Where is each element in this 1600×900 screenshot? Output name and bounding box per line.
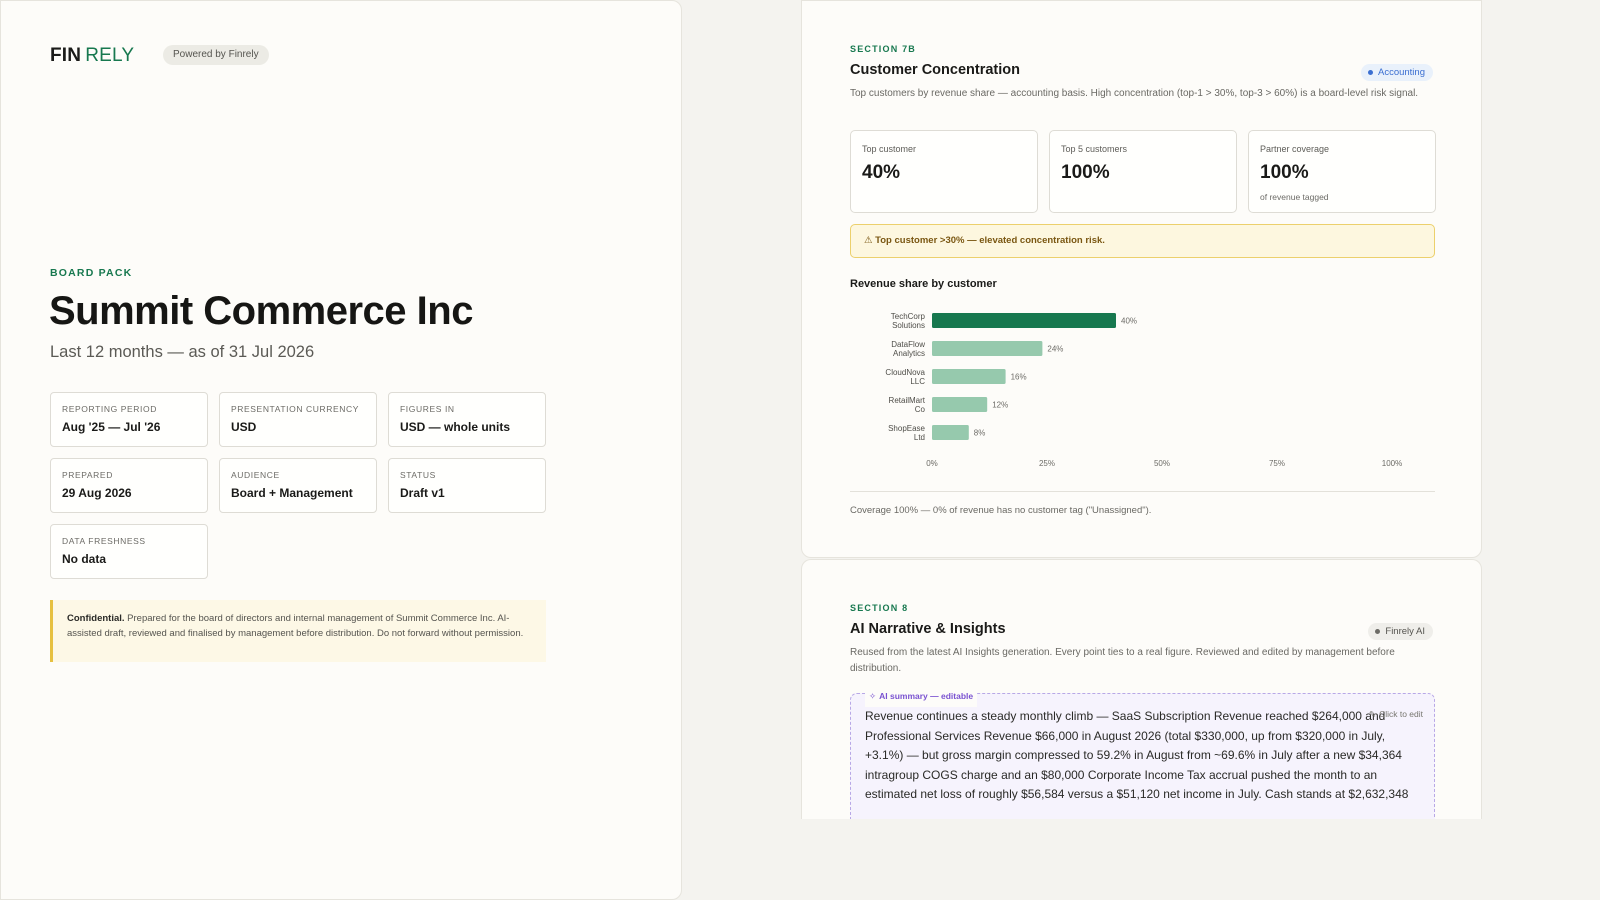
chart-title: Revenue share by customer [850,278,997,290]
meta-value: No data [62,552,107,566]
click-to-edit-label: Click to edit [1379,709,1423,719]
kpi-label: Top 5 customers [1061,144,1128,154]
brand-logo: FIN RELY [50,45,134,67]
meta-card-figures-in: FIGURES IN USD — whole units [388,392,546,447]
meta-label: PRESENTATION CURRENCY [231,404,359,414]
brand-logo-fin: FIN [50,45,82,66]
meta-card-prepared: PREPARED 29 Aug 2026 [50,458,208,513]
section-eyebrow: SECTION 8 [850,603,909,613]
accounting-badge: Accounting [1360,64,1433,81]
meta-grid: REPORTING PERIOD Aug '25 — Jul '26 PRESE… [50,392,546,579]
meta-value: Board + Management [231,486,353,500]
ai-summary-editor[interactable]: ✧ AI summary — editable ✎ Click to edit … [850,687,1435,819]
meta-label: STATUS [400,470,436,480]
kpi-note: of revenue tagged [1260,192,1329,202]
x-tick-label: 25% [1039,459,1055,468]
section-title: Customer Concentration [850,62,1020,78]
page-subtitle: Last 12 months — as of 31 Jul 2026 [50,343,315,361]
kpi-card-top-customer: Top customer 40% [850,130,1038,213]
revenue-share-chart: TechCorp Solutions 40% DataFlow Analytics 24%… [885,312,1402,468]
bar [932,341,1043,356]
category-label: CloudNova LLC [885,368,925,386]
meta-value: USD — whole units [400,420,511,434]
meta-card-presentation-currency: PRESENTATION CURRENCY USD [219,392,377,447]
bar [932,397,988,412]
cover-eyebrow: BOARD PACK [50,267,133,279]
kpi-row: Top customer 40% Top 5 customers 100% Pa… [850,130,1436,213]
kpi-label: Top customer [862,144,917,154]
bar-value-label: 12% [992,401,1008,410]
section-7b-page: SECTION 7B Customer Concentration Top cu… [801,0,1482,558]
section-title: AI Narrative & Insights [850,621,1006,637]
concentration-warning: ⚠ Top customer >30% — elevated concentra… [850,224,1435,258]
bar [932,313,1116,328]
meta-value: Draft v1 [400,486,445,500]
sparkle-icon: ✧ [869,691,877,701]
ai-summary-text[interactable]: Revenue continues a steady monthly climb… [865,709,1409,801]
kpi-value: 100% [1061,162,1110,183]
kpi-card-partner-coverage: Partner coverage 100% of revenue tagged [1248,130,1436,213]
x-tick-label: 100% [1382,459,1402,468]
powered-by-badge: Powered by Finrely [163,45,269,65]
ai-summary-tag: ✧ AI summary — editable [865,687,978,707]
finrely-ai-badge-label: Finrely AI [1385,626,1425,637]
kpi-value: 100% [1260,162,1309,183]
cover-page: FIN RELY Powered by Finrely BOARD PACK Su… [0,0,682,900]
bar [932,369,1006,384]
section-eyebrow: SECTION 7B [850,44,917,54]
confidential-text: Prepared for the board of directors and … [67,613,524,639]
confidential-lead: Confidential. [67,613,125,624]
category-label: TechCorp Solutions [891,312,926,330]
meta-card-reporting-period: REPORTING PERIOD Aug '25 — Jul '26 [50,392,208,447]
x-tick-label: 75% [1269,459,1285,468]
click-to-edit-hint[interactable]: ✎ Click to edit [1369,705,1423,725]
section-7b-header: SECTION 7B Customer Concentration Top cu… [850,44,1433,102]
chart-divider [850,491,1435,492]
x-tick-label: 0% [926,459,938,468]
ai-summary-tag-label: AI summary — editable [879,691,974,701]
meta-card-audience: AUDIENCE Board + Management [219,458,377,513]
bar-value-label: 40% [1121,317,1137,326]
coverage-note: Coverage 100% — 0% of revenue has no cus… [850,505,1152,516]
badge-dot-icon [1375,629,1381,634]
section-description: Top customers by revenue share — account… [850,88,1419,99]
bar-value-label: 8% [974,429,986,438]
confidential-notice: Confidential. Prepared for the board of … [50,600,546,662]
section-8-page: SECTION 8 AI Narrative & Insights Reused… [801,559,1482,819]
category-label: RetailMart Co [889,396,926,414]
meta-card-data-freshness: DATA FRESHNESS No data [50,524,208,579]
bar-value-label: 16% [1011,373,1027,382]
meta-label: FIGURES IN [400,404,455,414]
bar-value-label: 24% [1047,345,1063,354]
meta-label: PREPARED [62,470,113,480]
brand-logo-rely: RELY [85,45,135,66]
meta-value: Aug '25 — Jul '26 [62,420,161,434]
meta-value: USD [231,420,257,434]
meta-label: DATA FRESHNESS [62,536,146,546]
page-title: Summit Commerce Inc [49,289,473,333]
section-8-header: SECTION 8 AI Narrative & Insights Reused… [850,603,1433,677]
kpi-value: 40% [862,162,901,183]
pencil-icon: ✎ [1368,709,1377,719]
category-label: DataFlow Analytics [891,340,925,358]
meta-label: REPORTING PERIOD [62,404,157,414]
category-label: ShopEase Ltd [888,424,925,442]
finrely-ai-badge: Finrely AI [1368,623,1433,640]
kpi-label: Partner coverage [1260,144,1330,154]
badge-dot-icon [1367,70,1373,75]
kpi-card-top-5-customers: Top 5 customers 100% [1049,130,1237,213]
meta-value: 29 Aug 2026 [62,486,132,500]
meta-label: AUDIENCE [231,470,280,480]
x-tick-label: 50% [1154,459,1170,468]
meta-card-status: STATUS Draft v1 [388,458,546,513]
bar [932,425,969,440]
accounting-badge-label: Accounting [1377,67,1425,78]
section-description: Reused from the latest AI Insights gener… [850,647,1395,674]
